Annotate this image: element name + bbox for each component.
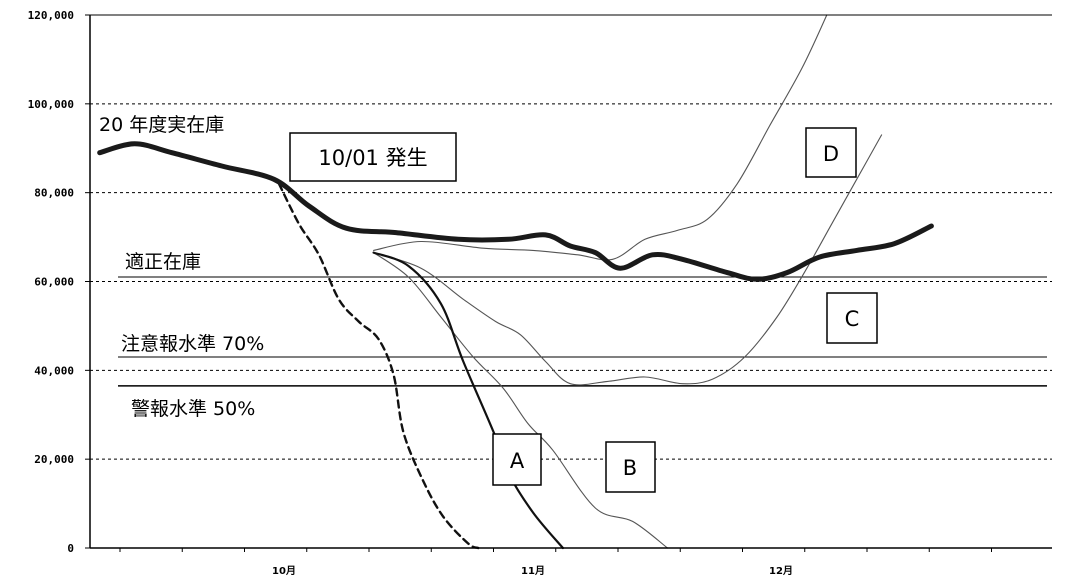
label-box-a: A <box>492 433 542 486</box>
label-box-a-text: A <box>510 449 525 473</box>
label-box-d-text: D <box>823 142 839 166</box>
label-box-a-frame <box>492 433 542 486</box>
x-tick-label: 10月 <box>272 565 296 577</box>
annotation-outbreak-box <box>289 132 457 182</box>
ref-label-proper: 適正在庫 <box>125 251 201 273</box>
annotation-outbreak-text: 10/01 発生 <box>318 146 427 170</box>
annotation-outbreak: 10/01 発生 <box>289 132 457 182</box>
y-tick-label: 0 <box>67 542 74 555</box>
series-line-d <box>373 14 828 261</box>
axes: 0 20,000 40,000 60,000 80,000 100,000 120,000 1… <box>28 9 1052 577</box>
y-tick-label: 120,000 <box>28 9 74 22</box>
series-layer <box>97 14 934 550</box>
label-box-b-frame <box>605 441 656 493</box>
grid-layer <box>90 103 1052 460</box>
ref-label-caution: 注意報水準 70% <box>121 333 264 355</box>
series-line-dashed <box>277 182 480 550</box>
label-box-d-frame <box>805 127 857 178</box>
label-box-b: B <box>605 441 656 493</box>
label-box-c-text: C <box>845 307 860 331</box>
y-tick-label: 60,000 <box>34 276 74 289</box>
series-line-b <box>373 252 669 549</box>
y-tick-label: 20,000 <box>34 453 74 466</box>
x-tick-label: 12月 <box>769 565 793 577</box>
label-box-b-text: B <box>623 456 637 480</box>
series-line-a <box>372 251 564 550</box>
reference-lines <box>118 276 1047 387</box>
label-box-d: D <box>805 127 857 178</box>
label-box-c: C <box>826 292 878 344</box>
y-tick-label: 80,000 <box>34 187 74 200</box>
series-line-c <box>373 134 883 386</box>
series-line-actual <box>97 141 934 282</box>
label-box-c-frame <box>826 292 878 344</box>
series-label-actual: 20 年度実在庫 <box>99 114 224 136</box>
x-tick-label: 11月 <box>521 565 545 577</box>
y-tick-label: 100,000 <box>28 98 74 111</box>
y-tick-label: 40,000 <box>34 364 74 377</box>
ref-label-alarm: 警報水準 50% <box>131 398 255 420</box>
